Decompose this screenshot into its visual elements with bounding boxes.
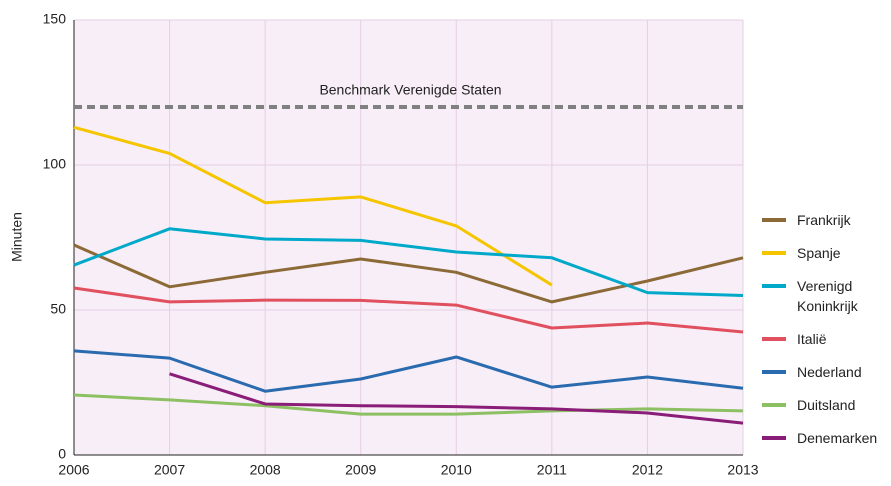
x-tick-label: 2008 [250,462,281,478]
legend-swatch [762,403,786,407]
legend-item: Nederland [762,362,872,382]
legend-label: Nederland [797,364,862,380]
line [73,227,744,297]
line [169,372,744,425]
line [73,349,744,393]
annotation: Benchmark Verenigde Staten [319,82,501,98]
legend-item: Italië [762,329,872,349]
x-tick-label: 2011 [537,462,567,478]
legend-label: Spanje [797,245,841,261]
x-tick-label: 2010 [441,462,472,478]
legend-swatch [762,337,786,341]
legend-swatch [762,284,786,288]
legend-label: Denemarken [797,430,878,446]
legend-label: Frankrijk [797,212,851,228]
x-tick-label: 2012 [632,462,663,478]
legend-swatch [762,370,786,374]
y-tick-label: 150 [43,11,67,27]
legend-item: Frankrijk [762,210,872,230]
legend-item: Denemarken [762,428,877,448]
line [73,286,744,334]
y-tick-label: 50 [50,301,66,317]
line [73,125,553,287]
x-tick-label: 2006 [58,462,89,478]
y-tick-label: 0 [58,446,66,462]
y-axis-label: Minuten [9,212,25,262]
x-tick-label: 2013 [727,462,758,478]
line [73,393,744,416]
x-tick-label: 2009 [345,462,376,478]
legend-item: Spanje [762,243,872,263]
legend-label: Italië [797,331,827,347]
legend-swatch [762,218,786,222]
y-tick-label: 100 [43,156,67,172]
line [73,243,744,304]
legend-swatch [762,251,786,255]
plot-background [74,20,743,455]
legend-label: Verenigd Koninkrijk [797,278,858,314]
legend-swatch [762,436,786,440]
legend-label: Duitsland [797,397,856,413]
legend: Frankrijk Spanje Verenigd Koninkrijk Italië… [762,210,877,461]
x-tick-label: 2007 [154,462,185,478]
legend-item: Verenigd Koninkrijk [762,276,872,316]
legend-item: Duitsland [762,395,872,415]
